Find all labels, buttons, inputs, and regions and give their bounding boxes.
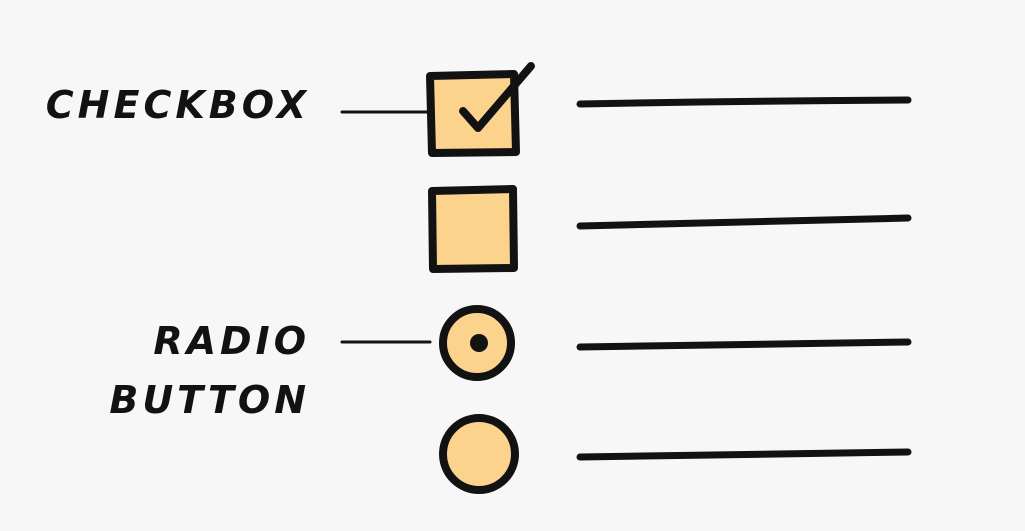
option-text-placeholder-line (576, 214, 912, 230)
radio-annotation-label-line-2: BUTTON (109, 378, 310, 422)
checkbox-unchecked[interactable] (428, 185, 518, 273)
radio-button-unselected[interactable] (439, 414, 519, 494)
checkbox-checked[interactable] (426, 62, 535, 157)
checkbox-annotation-label: CHECKBOX (45, 83, 310, 127)
check-icon (459, 62, 535, 132)
radio-dot-icon (470, 334, 488, 352)
option-text-placeholder-line (576, 338, 912, 351)
radio-button-selected[interactable] (439, 305, 515, 381)
radio-annotation-label-line-1: RADIO (153, 319, 310, 363)
option-text-placeholder-line (576, 96, 912, 108)
option-text-placeholder-line (576, 448, 912, 461)
